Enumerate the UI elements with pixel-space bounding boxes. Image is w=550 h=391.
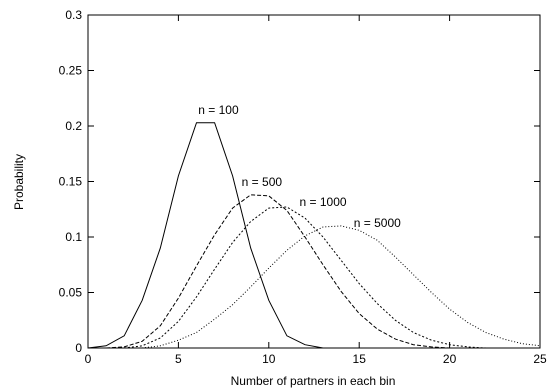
- series-line-3: [88, 206, 486, 349]
- y-tick-label: 0: [75, 341, 82, 355]
- x-axis-ticks: 0 5 10 15 20 25: [85, 15, 547, 366]
- annotation-layer: n = 100 n = 500 n = 1000 n = 5000: [198, 103, 401, 230]
- series-line-1: [87, 122, 378, 349]
- series-annotation: n = 1000: [300, 195, 347, 209]
- y-tick-label: 0.05: [59, 286, 83, 300]
- x-tick-label: 15: [353, 352, 367, 366]
- y-tick-label: 0.2: [65, 119, 82, 133]
- series-annotation: n = 500: [242, 175, 283, 189]
- series-line-4: [88, 225, 541, 349]
- x-tick-label: 5: [175, 352, 182, 366]
- x-tick-label: 10: [262, 352, 276, 366]
- x-tick-label: 20: [443, 352, 457, 366]
- series-annotation: n = 5000: [354, 216, 401, 230]
- y-axis-label: Probability: [12, 154, 26, 210]
- x-tick-label: 25: [533, 352, 547, 366]
- y-tick-label: 0.25: [59, 64, 83, 78]
- plot-frame: [87, 14, 541, 349]
- y-tick-label: 0.15: [59, 175, 83, 189]
- series-line-2: [88, 194, 468, 349]
- series-annotation: n = 100: [198, 103, 239, 117]
- y-axis-ticks: 0 0.05 0.1 0.15 0.2 0.25 0.3: [59, 8, 540, 355]
- x-tick-label: 0: [85, 352, 92, 366]
- y-tick-label: 0.1: [65, 230, 82, 244]
- plot-area-border: [87, 14, 541, 349]
- x-axis-label: Number of partners in each bin: [231, 374, 396, 388]
- series-layer: [87, 122, 541, 349]
- y-tick-label: 0.3: [65, 8, 82, 22]
